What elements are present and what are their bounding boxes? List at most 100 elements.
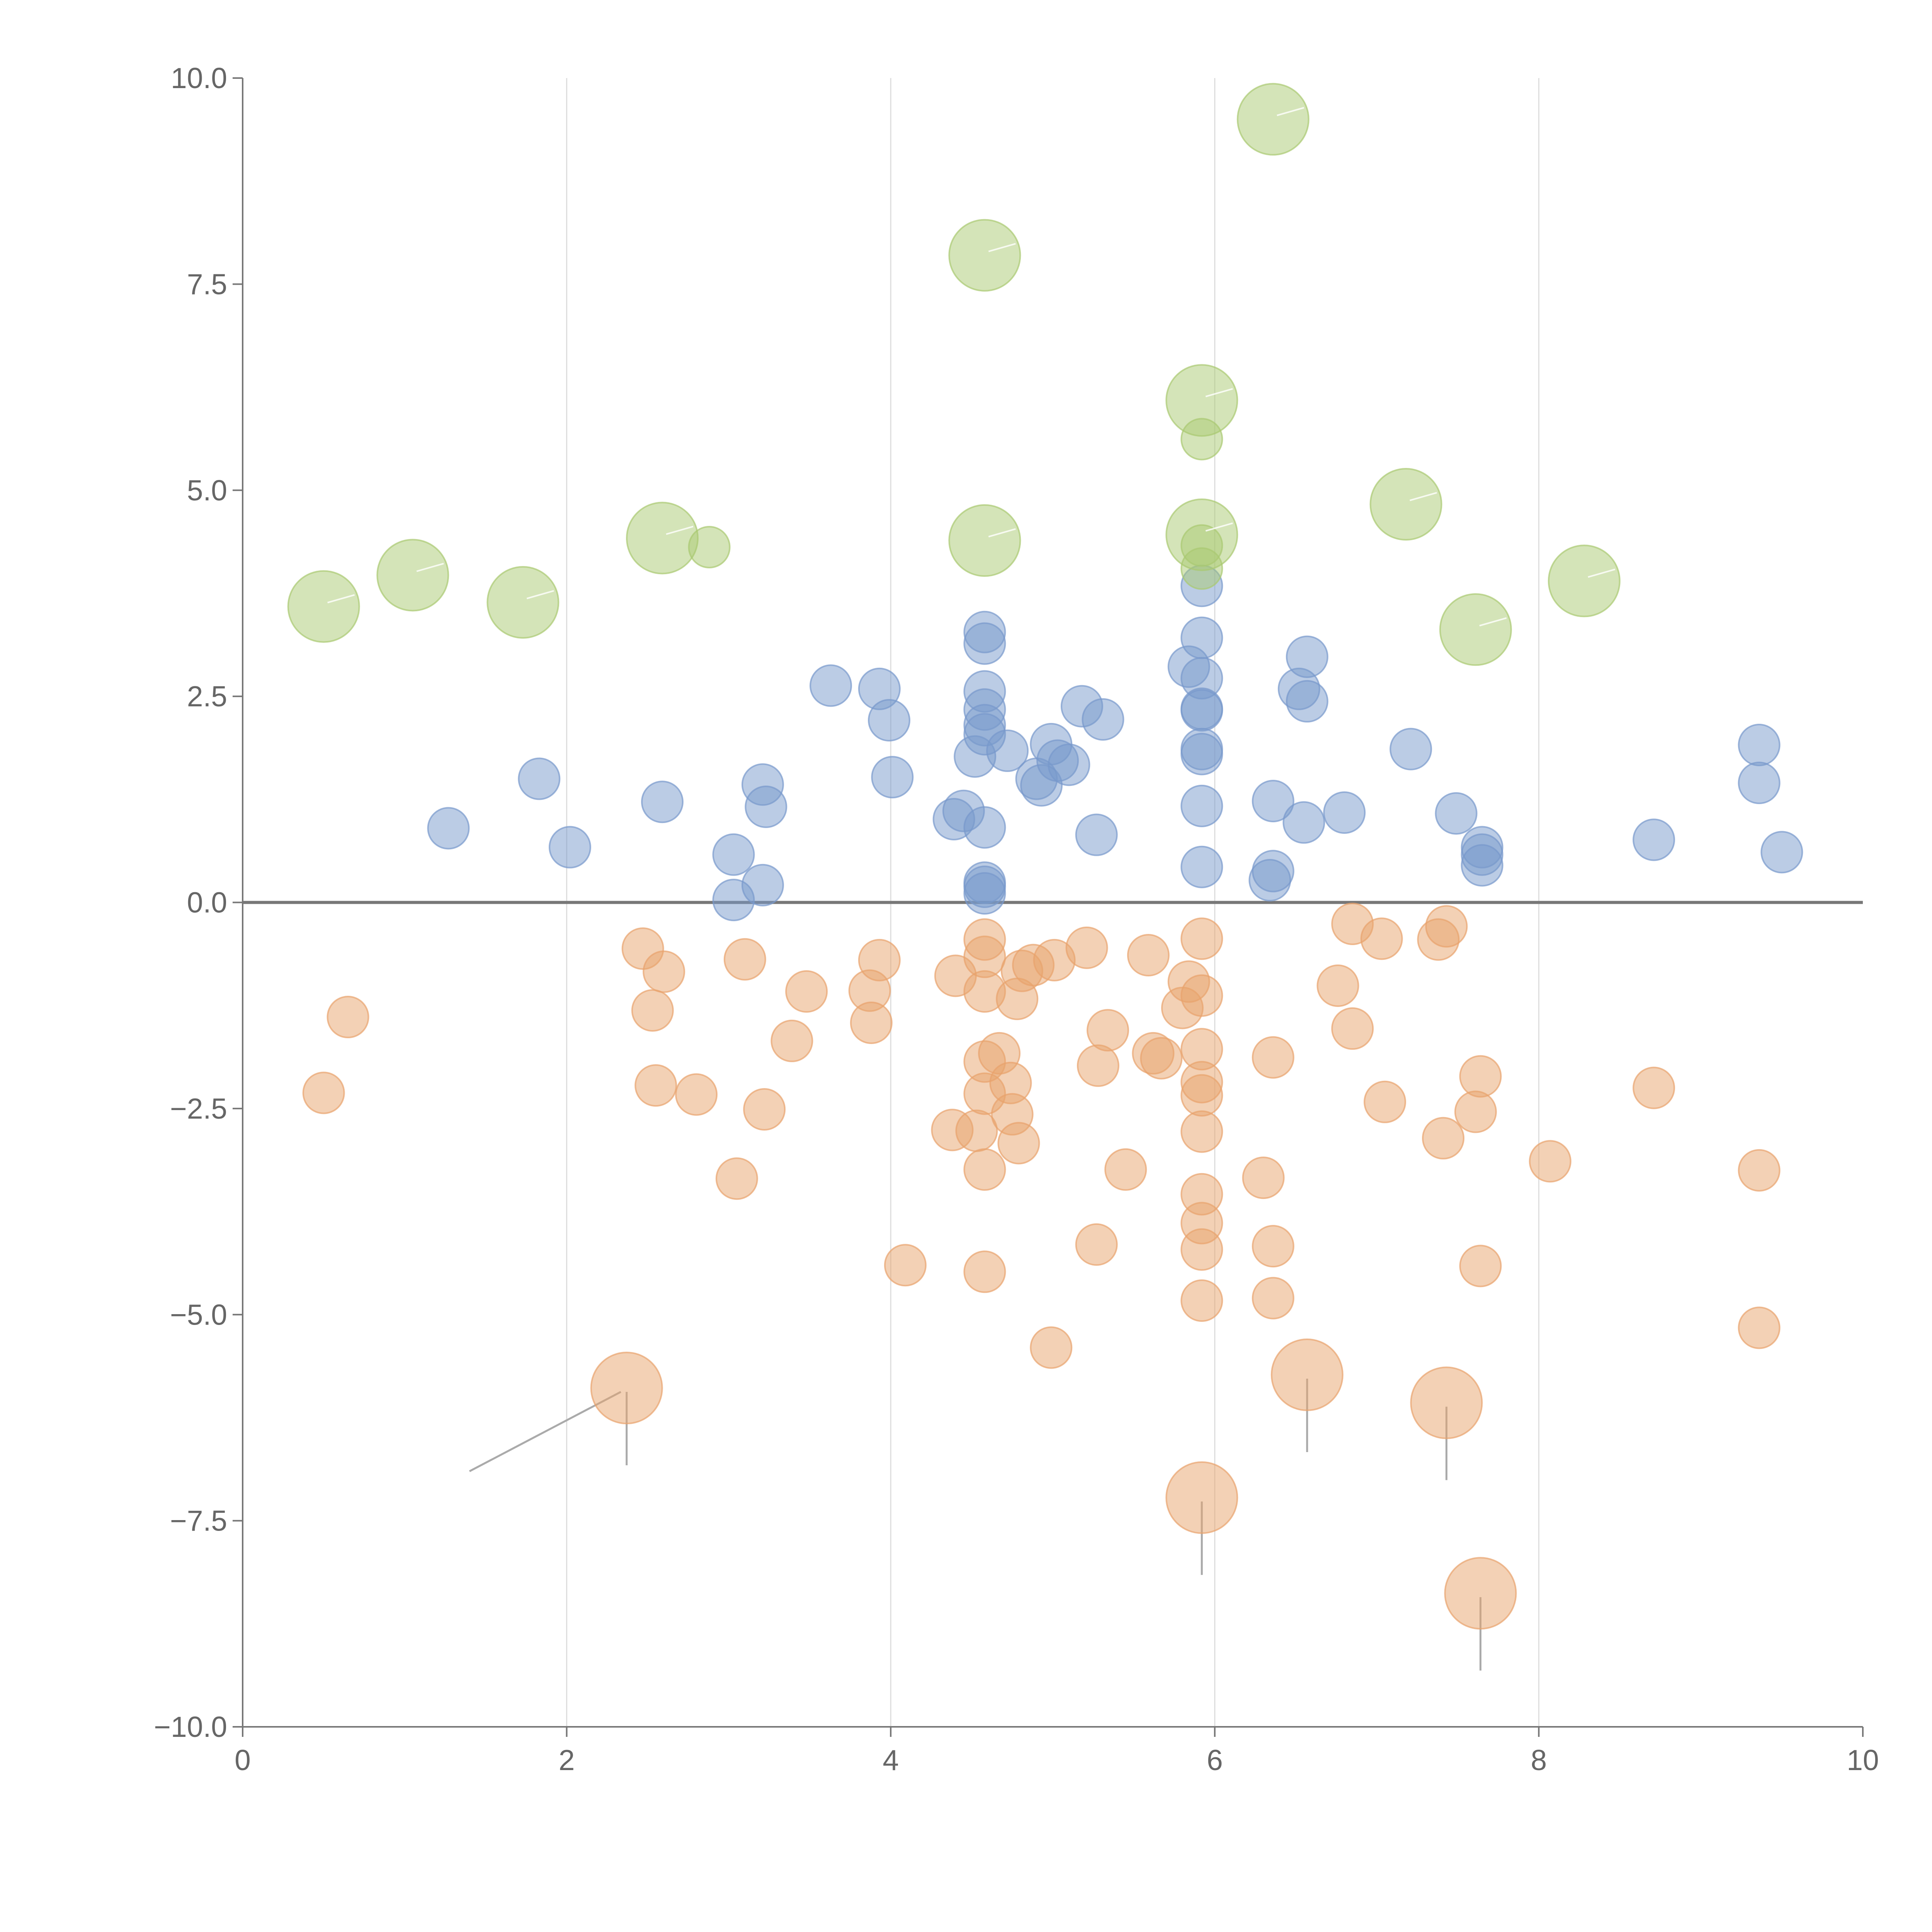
negative-point: [1077, 1044, 1119, 1087]
negative-point: [634, 1064, 677, 1107]
negative-point: [1633, 1066, 1675, 1109]
positive-point: [963, 806, 1006, 849]
negative-point: [850, 1001, 893, 1044]
highlight-large-point: [486, 566, 560, 639]
negative-large-point: [590, 1352, 663, 1425]
negative-point: [1180, 974, 1223, 1017]
positive-point: [1180, 616, 1223, 659]
positive-point: [641, 781, 684, 823]
y-tick-label: 2.5: [187, 680, 227, 713]
positive-point: [745, 786, 787, 828]
x-tick-label: 4: [883, 1744, 899, 1776]
positive-point: [1075, 813, 1118, 856]
negative-point: [743, 1088, 786, 1131]
y-tick-label: −10.0: [154, 1711, 227, 1743]
negative-point: [1140, 1037, 1183, 1080]
negative-point: [884, 1244, 927, 1287]
negative-point: [1180, 1110, 1223, 1153]
highlight-large-point: [1369, 468, 1442, 541]
negative-point: [1529, 1140, 1571, 1183]
negative-point: [1075, 1223, 1118, 1266]
negative-point: [715, 1157, 758, 1200]
positive-point: [1180, 845, 1223, 888]
bubble-highlight-stroke: [1277, 107, 1304, 116]
positive-point: [963, 622, 1006, 665]
negative-point: [963, 1250, 1006, 1293]
positive-point: [986, 729, 1029, 772]
axes: [233, 77, 1864, 1737]
highlight-large-point: [376, 539, 449, 612]
negative-large-point: [1165, 1461, 1238, 1534]
x-tick-label: 0: [235, 1744, 251, 1776]
positive-point: [1252, 850, 1294, 893]
highlight-large-point: [1165, 498, 1238, 571]
negative-point: [327, 996, 369, 1039]
bubble-highlight-stroke: [1205, 522, 1233, 532]
bubble-highlight-stroke: [416, 563, 444, 572]
tick-labels: 10.0 7.5 5.0 2.5 0.0 −2.5 −5.0 −7.5 −10.00 2 4 6 8 10: [154, 62, 1879, 1776]
positive-point: [548, 826, 591, 869]
positive-point: [1760, 831, 1803, 874]
positive-point: [868, 699, 911, 742]
y-tick-label: −2.5: [170, 1092, 227, 1125]
negative-point: [1252, 1036, 1294, 1079]
positive-point: [1738, 724, 1781, 767]
negative-point: [963, 918, 1006, 961]
highlight-large-point: [287, 570, 360, 643]
x-tick-label: 8: [1531, 1744, 1547, 1776]
highlight-large-point: [1165, 364, 1238, 437]
positive-point: [741, 864, 784, 906]
negative-point: [1459, 1055, 1502, 1098]
negative-point: [1422, 1117, 1465, 1160]
highlight-large-point: [948, 504, 1021, 577]
positive-point: [427, 807, 470, 850]
bubble-highlight-stroke: [526, 590, 554, 599]
negative-point: [1065, 926, 1108, 969]
positive-point: [1389, 728, 1432, 770]
negative-point: [302, 1071, 345, 1114]
positive-point: [1633, 818, 1675, 861]
x-tick-label: 6: [1207, 1744, 1223, 1776]
negative-point: [631, 989, 674, 1032]
negative-point: [1252, 1225, 1294, 1268]
positive-point: [1738, 762, 1781, 804]
positive-point: [1461, 844, 1503, 887]
negative-point: [1180, 1173, 1223, 1216]
negative-point: [1030, 1326, 1073, 1369]
positive-point: [1435, 792, 1478, 835]
negative-point: [1104, 1148, 1147, 1191]
negative-large-point: [1270, 1338, 1344, 1411]
positive-point: [1180, 784, 1223, 827]
negative-point: [1454, 1090, 1497, 1133]
y-tick-label: 5.0: [187, 474, 227, 507]
bubble-highlight-stroke: [666, 526, 694, 535]
negative-point: [1738, 1306, 1781, 1349]
positive-point: [1286, 635, 1328, 678]
y-tick-label: 7.5: [187, 268, 227, 300]
negative-point: [1316, 964, 1359, 1007]
negative-point: [1242, 1156, 1285, 1199]
negative-point: [675, 1073, 718, 1116]
x-tick-label: 2: [559, 1744, 575, 1776]
bubble-highlight-stroke: [327, 594, 355, 604]
negative-point: [723, 938, 766, 981]
negative-large-point: [1410, 1366, 1483, 1439]
positive-point: [1048, 743, 1090, 786]
negative-point: [1180, 917, 1223, 960]
y-tick-label: 0.0: [187, 886, 227, 919]
negative-point: [1425, 905, 1468, 948]
negative-point: [770, 1019, 813, 1062]
bubble-highlight-stroke: [988, 243, 1016, 252]
negative-point: [858, 939, 901, 981]
positive-point: [1323, 791, 1366, 834]
positive-point: [1286, 680, 1328, 723]
negative-point: [643, 950, 685, 993]
positive-point: [963, 872, 1006, 915]
negative-point: [1087, 1009, 1129, 1052]
positive-point: [810, 664, 852, 707]
negative-point: [1180, 1028, 1223, 1071]
highlight-large-point: [1439, 593, 1512, 666]
negative-point: [785, 970, 828, 1013]
data-points: [287, 83, 1803, 1630]
